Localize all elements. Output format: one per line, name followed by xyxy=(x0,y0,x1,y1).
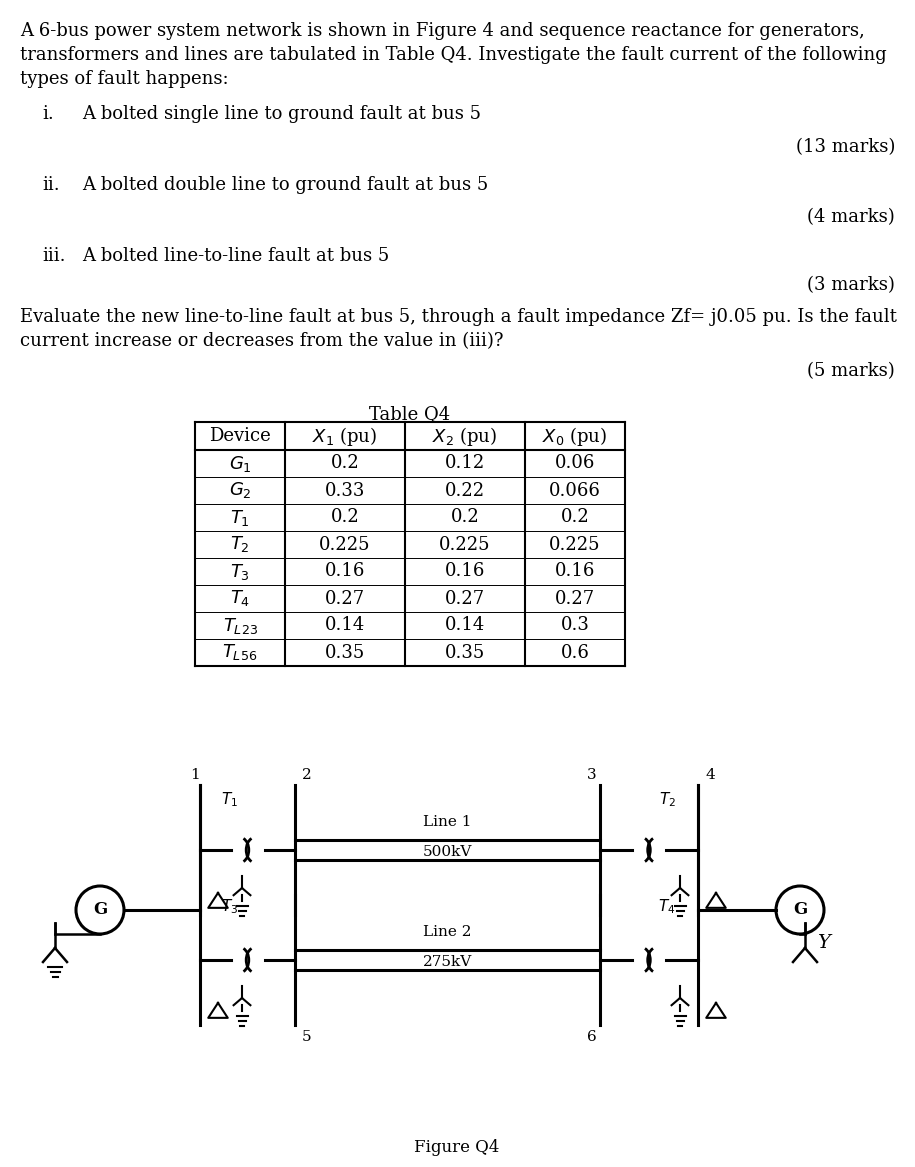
Text: 6: 6 xyxy=(587,1030,597,1044)
Text: 0.2: 0.2 xyxy=(450,509,479,526)
Text: (13 marks): (13 marks) xyxy=(796,138,895,156)
Text: $G_1$: $G_1$ xyxy=(229,454,252,474)
Text: types of fault happens:: types of fault happens: xyxy=(20,70,229,88)
Text: $X_0$ (pu): $X_0$ (pu) xyxy=(543,425,608,447)
Text: 500kV: 500kV xyxy=(423,845,472,859)
Text: $T_4$: $T_4$ xyxy=(658,897,675,916)
Text: iii.: iii. xyxy=(42,247,66,265)
Text: 0.14: 0.14 xyxy=(445,616,485,635)
Text: $T_4$: $T_4$ xyxy=(230,588,250,608)
Text: Y: Y xyxy=(816,934,829,952)
Text: $G_2$: $G_2$ xyxy=(229,481,252,501)
Text: A 6-bus power system network is shown in Figure 4 and sequence reactance for gen: A 6-bus power system network is shown in… xyxy=(20,22,865,40)
Text: 0.16: 0.16 xyxy=(554,562,595,580)
Text: 0.2: 0.2 xyxy=(330,509,360,526)
Text: (4 marks): (4 marks) xyxy=(807,208,895,226)
Text: 0.16: 0.16 xyxy=(445,562,485,580)
Text: 0.16: 0.16 xyxy=(325,562,365,580)
Text: 0.225: 0.225 xyxy=(319,536,371,553)
Text: 0.3: 0.3 xyxy=(561,616,589,635)
Text: 0.06: 0.06 xyxy=(554,454,595,473)
Text: ii.: ii. xyxy=(42,176,59,194)
Text: 0.6: 0.6 xyxy=(561,643,589,662)
Text: 2: 2 xyxy=(302,768,312,782)
Text: 0.35: 0.35 xyxy=(445,643,485,662)
Text: A bolted single line to ground fault at bus 5: A bolted single line to ground fault at … xyxy=(82,105,481,123)
Text: 3: 3 xyxy=(587,768,597,782)
Text: Evaluate the new line-to-line fault at bus 5, through a fault impedance Zf= j0.0: Evaluate the new line-to-line fault at b… xyxy=(20,308,897,326)
Text: 0.12: 0.12 xyxy=(445,454,485,473)
Text: 5: 5 xyxy=(302,1030,312,1044)
Text: $T_1$: $T_1$ xyxy=(230,508,250,527)
Text: $T_3$: $T_3$ xyxy=(230,561,250,581)
Text: A bolted double line to ground fault at bus 5: A bolted double line to ground fault at … xyxy=(82,176,489,194)
Text: current increase or decreases from the value in (iii)?: current increase or decreases from the v… xyxy=(20,331,503,350)
Text: i.: i. xyxy=(42,105,54,123)
Text: $T_{L56}$: $T_{L56}$ xyxy=(222,643,258,663)
Text: (3 marks): (3 marks) xyxy=(807,277,895,294)
Text: Table Q4: Table Q4 xyxy=(370,405,450,422)
Text: $T_1$: $T_1$ xyxy=(221,791,238,810)
Text: 0.225: 0.225 xyxy=(549,536,601,553)
Text: A bolted line-to-line fault at bus 5: A bolted line-to-line fault at bus 5 xyxy=(82,247,389,265)
Text: $T_2$: $T_2$ xyxy=(231,534,250,554)
Text: transformers and lines are tabulated in Table Q4. Investigate the fault current : transformers and lines are tabulated in … xyxy=(20,46,887,64)
Text: 4: 4 xyxy=(705,768,715,782)
Text: 0.27: 0.27 xyxy=(445,589,485,608)
Text: $T_2$: $T_2$ xyxy=(659,791,675,810)
Text: 0.27: 0.27 xyxy=(554,589,595,608)
Text: Line 1: Line 1 xyxy=(424,815,472,829)
Text: Figure Q4: Figure Q4 xyxy=(414,1139,500,1156)
Text: 0.14: 0.14 xyxy=(325,616,365,635)
Text: 0.22: 0.22 xyxy=(445,482,485,499)
Text: $T_3$: $T_3$ xyxy=(221,897,238,916)
Text: 0.2: 0.2 xyxy=(330,454,360,473)
Text: 0.2: 0.2 xyxy=(561,509,589,526)
Text: 275kV: 275kV xyxy=(423,955,472,969)
Text: G: G xyxy=(793,901,807,918)
Text: $X_1$ (pu): $X_1$ (pu) xyxy=(312,425,378,447)
Text: $T_{L23}$: $T_{L23}$ xyxy=(222,615,257,636)
Text: 0.33: 0.33 xyxy=(325,482,365,499)
Text: 0.225: 0.225 xyxy=(439,536,490,553)
Text: Line 2: Line 2 xyxy=(424,925,472,939)
Text: G: G xyxy=(93,901,107,918)
Text: Device: Device xyxy=(210,427,271,445)
Text: 1: 1 xyxy=(190,768,199,782)
Text: 0.27: 0.27 xyxy=(325,589,365,608)
Text: (5 marks): (5 marks) xyxy=(807,362,895,380)
Text: $X_2$ (pu): $X_2$ (pu) xyxy=(433,425,498,447)
Text: 0.35: 0.35 xyxy=(325,643,365,662)
Text: 0.066: 0.066 xyxy=(549,482,601,499)
